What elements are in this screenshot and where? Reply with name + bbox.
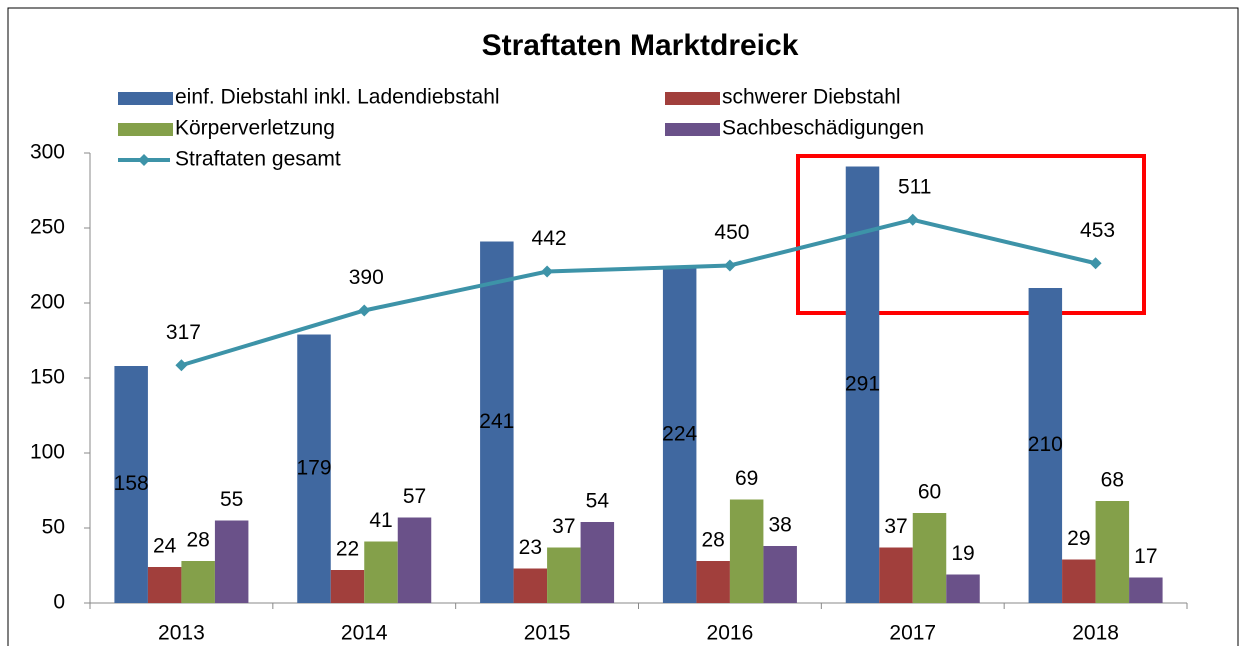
bar [330, 570, 365, 603]
bar [147, 567, 182, 603]
data-label: 28 [701, 529, 724, 552]
legend-label: schwerer Diebstahl [722, 86, 901, 109]
x-tick-label: 2017 [889, 622, 936, 645]
bar [662, 267, 697, 603]
data-label: 291 [845, 372, 880, 395]
bar [1062, 559, 1096, 603]
legend-swatch [118, 92, 173, 105]
legend-swatch [665, 92, 720, 105]
line-series [180, 217, 1097, 368]
x-tick-label: 2015 [524, 622, 571, 645]
bar [364, 541, 398, 603]
y-tick-label: 100 [30, 441, 65, 464]
data-label: 38 [768, 514, 791, 537]
bar [580, 522, 615, 603]
bar [946, 574, 980, 603]
legend-label: Sachbeschädigungen [722, 117, 924, 140]
bar [879, 547, 913, 603]
data-label: 57 [403, 485, 426, 508]
data-label: 22 [336, 538, 359, 561]
line-marker [541, 265, 554, 278]
y-tick-label: 200 [30, 291, 65, 314]
highlight-box [796, 154, 1146, 315]
line-marker [358, 304, 371, 317]
y-tick-label: 50 [42, 516, 65, 539]
data-label: 19 [951, 542, 974, 565]
data-label: 453 [1080, 219, 1115, 242]
line-marker [175, 359, 188, 372]
data-label: 390 [349, 266, 384, 289]
data-label: 210 [1028, 433, 1063, 456]
y-tick-label: 150 [30, 366, 65, 389]
data-label: 224 [662, 423, 697, 446]
legend-label: Straftaten gesamt [175, 148, 341, 171]
data-label: 69 [735, 467, 758, 490]
data-label: 60 [918, 481, 941, 504]
legend-swatch [665, 123, 720, 136]
bar [297, 334, 331, 603]
bar [480, 241, 514, 603]
legend-label: Körperverletzung [175, 117, 335, 140]
legend-marker [138, 154, 150, 166]
data-label: 37 [884, 515, 907, 538]
bar [696, 561, 730, 603]
data-label: 179 [296, 456, 331, 479]
legend-label: einf. Diebstahl inkl. Ladendiebstahl [175, 86, 500, 109]
data-label: 55 [220, 488, 243, 511]
data-label: 511 [898, 175, 931, 198]
x-tick-label: 2014 [341, 622, 388, 645]
bar [181, 561, 215, 603]
bar [1028, 288, 1063, 603]
bar [763, 546, 797, 603]
legend-swatch [118, 123, 173, 136]
x-tick-label: 2018 [1072, 622, 1119, 645]
data-label: 17 [1134, 545, 1157, 568]
y-tick-label: 300 [30, 141, 65, 164]
data-label: 54 [586, 490, 610, 513]
x-tick-label: 2016 [707, 622, 754, 645]
chart-border [7, 7, 1239, 646]
bar [513, 568, 548, 603]
x-tick-label: 2013 [158, 622, 205, 645]
line-marker [906, 213, 919, 226]
data-label: 24 [153, 535, 177, 558]
line-marker [723, 259, 736, 272]
bar [214, 520, 249, 603]
bar [729, 499, 764, 603]
data-label: 68 [1101, 469, 1124, 492]
data-label: 241 [479, 410, 514, 433]
line-marker [1089, 257, 1102, 270]
data-label: 442 [532, 227, 567, 250]
bar [845, 166, 880, 603]
data-label: 450 [714, 221, 749, 244]
data-label: 23 [519, 536, 542, 559]
y-tick-label: 250 [30, 216, 65, 239]
bar [912, 513, 947, 603]
data-label: 28 [186, 529, 209, 552]
y-tick-label: 0 [53, 591, 65, 614]
data-label: 158 [114, 472, 149, 495]
data-label: 41 [369, 509, 392, 532]
bar [397, 517, 432, 603]
bar [114, 366, 148, 603]
data-label: 29 [1067, 527, 1090, 550]
data-label: 37 [552, 515, 575, 538]
bar [1095, 501, 1130, 603]
bar [1129, 577, 1163, 603]
bar [547, 547, 581, 603]
data-label: 317 [166, 321, 201, 344]
chart-title: Straftaten Marktdreick [482, 29, 799, 62]
